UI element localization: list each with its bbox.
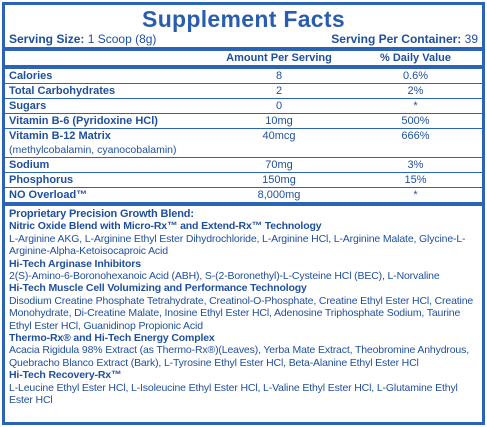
label: Serving Size: xyxy=(9,32,85,46)
blend-section: Hi-Tech Muscle Cell Volumizing and Perfo… xyxy=(9,282,478,332)
section-heading: Thermo-Rx® and Hi-Tech Energy Complex xyxy=(9,332,215,345)
nutrient-name: Calories xyxy=(9,70,53,82)
section-text: 2(S)-Amino-6-Boronohexanoic Acid (ABH), … xyxy=(9,270,440,283)
daily-value: * xyxy=(413,189,418,201)
section-text: L-Arginine AKG, L-Arginine Ethyl Ester D… xyxy=(9,232,466,258)
value: 1 Scoop (8g) xyxy=(87,32,157,46)
daily-value: 2% xyxy=(407,85,424,97)
rule xyxy=(5,66,482,69)
servings-per-container: Serving Per Container: 39 xyxy=(331,32,478,47)
title: Supplement Facts xyxy=(142,6,345,32)
nutrient-name: Vitamin B-6 (Pyridoxine HCl) xyxy=(9,115,158,127)
amount: 40mcg xyxy=(262,130,296,142)
value: 39 xyxy=(464,32,478,46)
rule xyxy=(5,47,482,51)
table-body: Calories 8 0.6% Total Carbohydrates 2 2% Sugar… xyxy=(5,69,482,203)
section-heading: Hi-Tech Arginase Inhibitors xyxy=(9,257,141,270)
amount: 150mg xyxy=(262,174,296,186)
section-text: L-Leucine Ethyl Ester HCl, L-Isoleucine … xyxy=(9,381,458,407)
daily-value: 666% xyxy=(401,130,430,142)
blank xyxy=(5,51,209,65)
amount: 10mg xyxy=(265,115,293,127)
nutrient: Calories xyxy=(5,69,209,83)
rule xyxy=(5,203,482,206)
nutrient: NO Overload™ xyxy=(5,188,209,202)
table-row: Phosphorus 150mg 15% xyxy=(5,173,482,188)
nutrient: Sugars xyxy=(5,99,209,113)
daily-value: 0.6% xyxy=(402,70,429,82)
table-row: Sodium 70mg 3% xyxy=(5,158,482,173)
nutrient: Vitamin B-12 Matrix (methylcobalamin, cya… xyxy=(5,129,209,157)
nutrient: Total Carbohydrates xyxy=(5,84,209,98)
blend-section: Thermo-Rx® and Hi-Tech Energy Complex Ac… xyxy=(9,332,478,369)
nutrient: Vitamin B-6 (Pyridoxine HCl) xyxy=(5,114,209,128)
section-heading: Hi-Tech Recovery-Rx™ xyxy=(9,369,122,382)
amount: 0 xyxy=(275,100,283,112)
daily-value: 3% xyxy=(407,159,424,171)
table-row: Total Carbohydrates 2 2% xyxy=(5,84,482,99)
nutrient-note: (methylcobalamin, cyanocobalamin) xyxy=(9,144,177,156)
amount: 8 xyxy=(275,70,283,82)
serving-line: Serving Size: 1 Scoop (8g) Serving Per C… xyxy=(5,32,482,47)
nutrient-name: Sugars xyxy=(9,100,47,112)
table-row: Vitamin B-6 (Pyridoxine HCl) 10mg 500% xyxy=(5,114,482,129)
amount: 8,000mg xyxy=(257,189,301,201)
blend-section: Hi-Tech Recovery-Rx™ L-Leucine Ethyl Est… xyxy=(9,369,478,406)
nutrient: Sodium xyxy=(5,158,209,172)
daily-value: 15% xyxy=(404,174,427,186)
nutrient-name: Sodium xyxy=(9,159,50,171)
table-row: Calories 8 0.6% xyxy=(5,69,482,84)
nutrient-name: Phosphorus xyxy=(9,174,74,186)
column-header: Amount Per Serving xyxy=(226,52,332,64)
blend-title: Proprietary Precision Growth Blend: xyxy=(9,208,194,220)
amount: 2 xyxy=(275,85,283,97)
serving-size: Serving Size: 1 Scoop (8g) xyxy=(9,32,156,47)
daily-value: 500% xyxy=(401,115,430,127)
section-heading: Nitric Oxide Blend with Micro-Rx™ and Ex… xyxy=(9,220,322,233)
nutrient: Phosphorus xyxy=(5,173,209,187)
table-row: Vitamin B-12 Matrix (methylcobalamin, cya… xyxy=(5,129,482,158)
nutrient-name: Total Carbohydrates xyxy=(9,85,116,97)
blend: Proprietary Precision Growth Blend: Nitr… xyxy=(5,206,482,407)
section-text: Disodium Creatine Phosphate Tetrahydrate… xyxy=(9,294,474,332)
blend-section: Hi-Tech Arginase Inhibitors 2(S)-Amino-6… xyxy=(9,258,478,283)
table-row: Sugars 0 * xyxy=(5,99,482,114)
daily-value: * xyxy=(413,100,418,112)
section-text: Acacia Rigidula 98% Extract (as Thermo-R… xyxy=(9,344,469,369)
blend-section: Nitric Oxide Blend with Micro-Rx™ and Ex… xyxy=(9,220,478,257)
table-header: Amount Per Serving % Daily Value xyxy=(5,51,482,66)
nutrient-name: NO Overload™ xyxy=(9,189,88,201)
section-heading: Hi-Tech Muscle Cell Volumizing and Perfo… xyxy=(9,282,307,295)
column-header: % Daily Value xyxy=(380,52,451,64)
label: Serving Per Container: xyxy=(331,32,462,46)
table-row: NO Overload™ 8,000mg * xyxy=(5,188,482,203)
nutrient-name: Vitamin B-12 Matrix xyxy=(9,130,111,142)
amount: 70mg xyxy=(265,159,293,171)
